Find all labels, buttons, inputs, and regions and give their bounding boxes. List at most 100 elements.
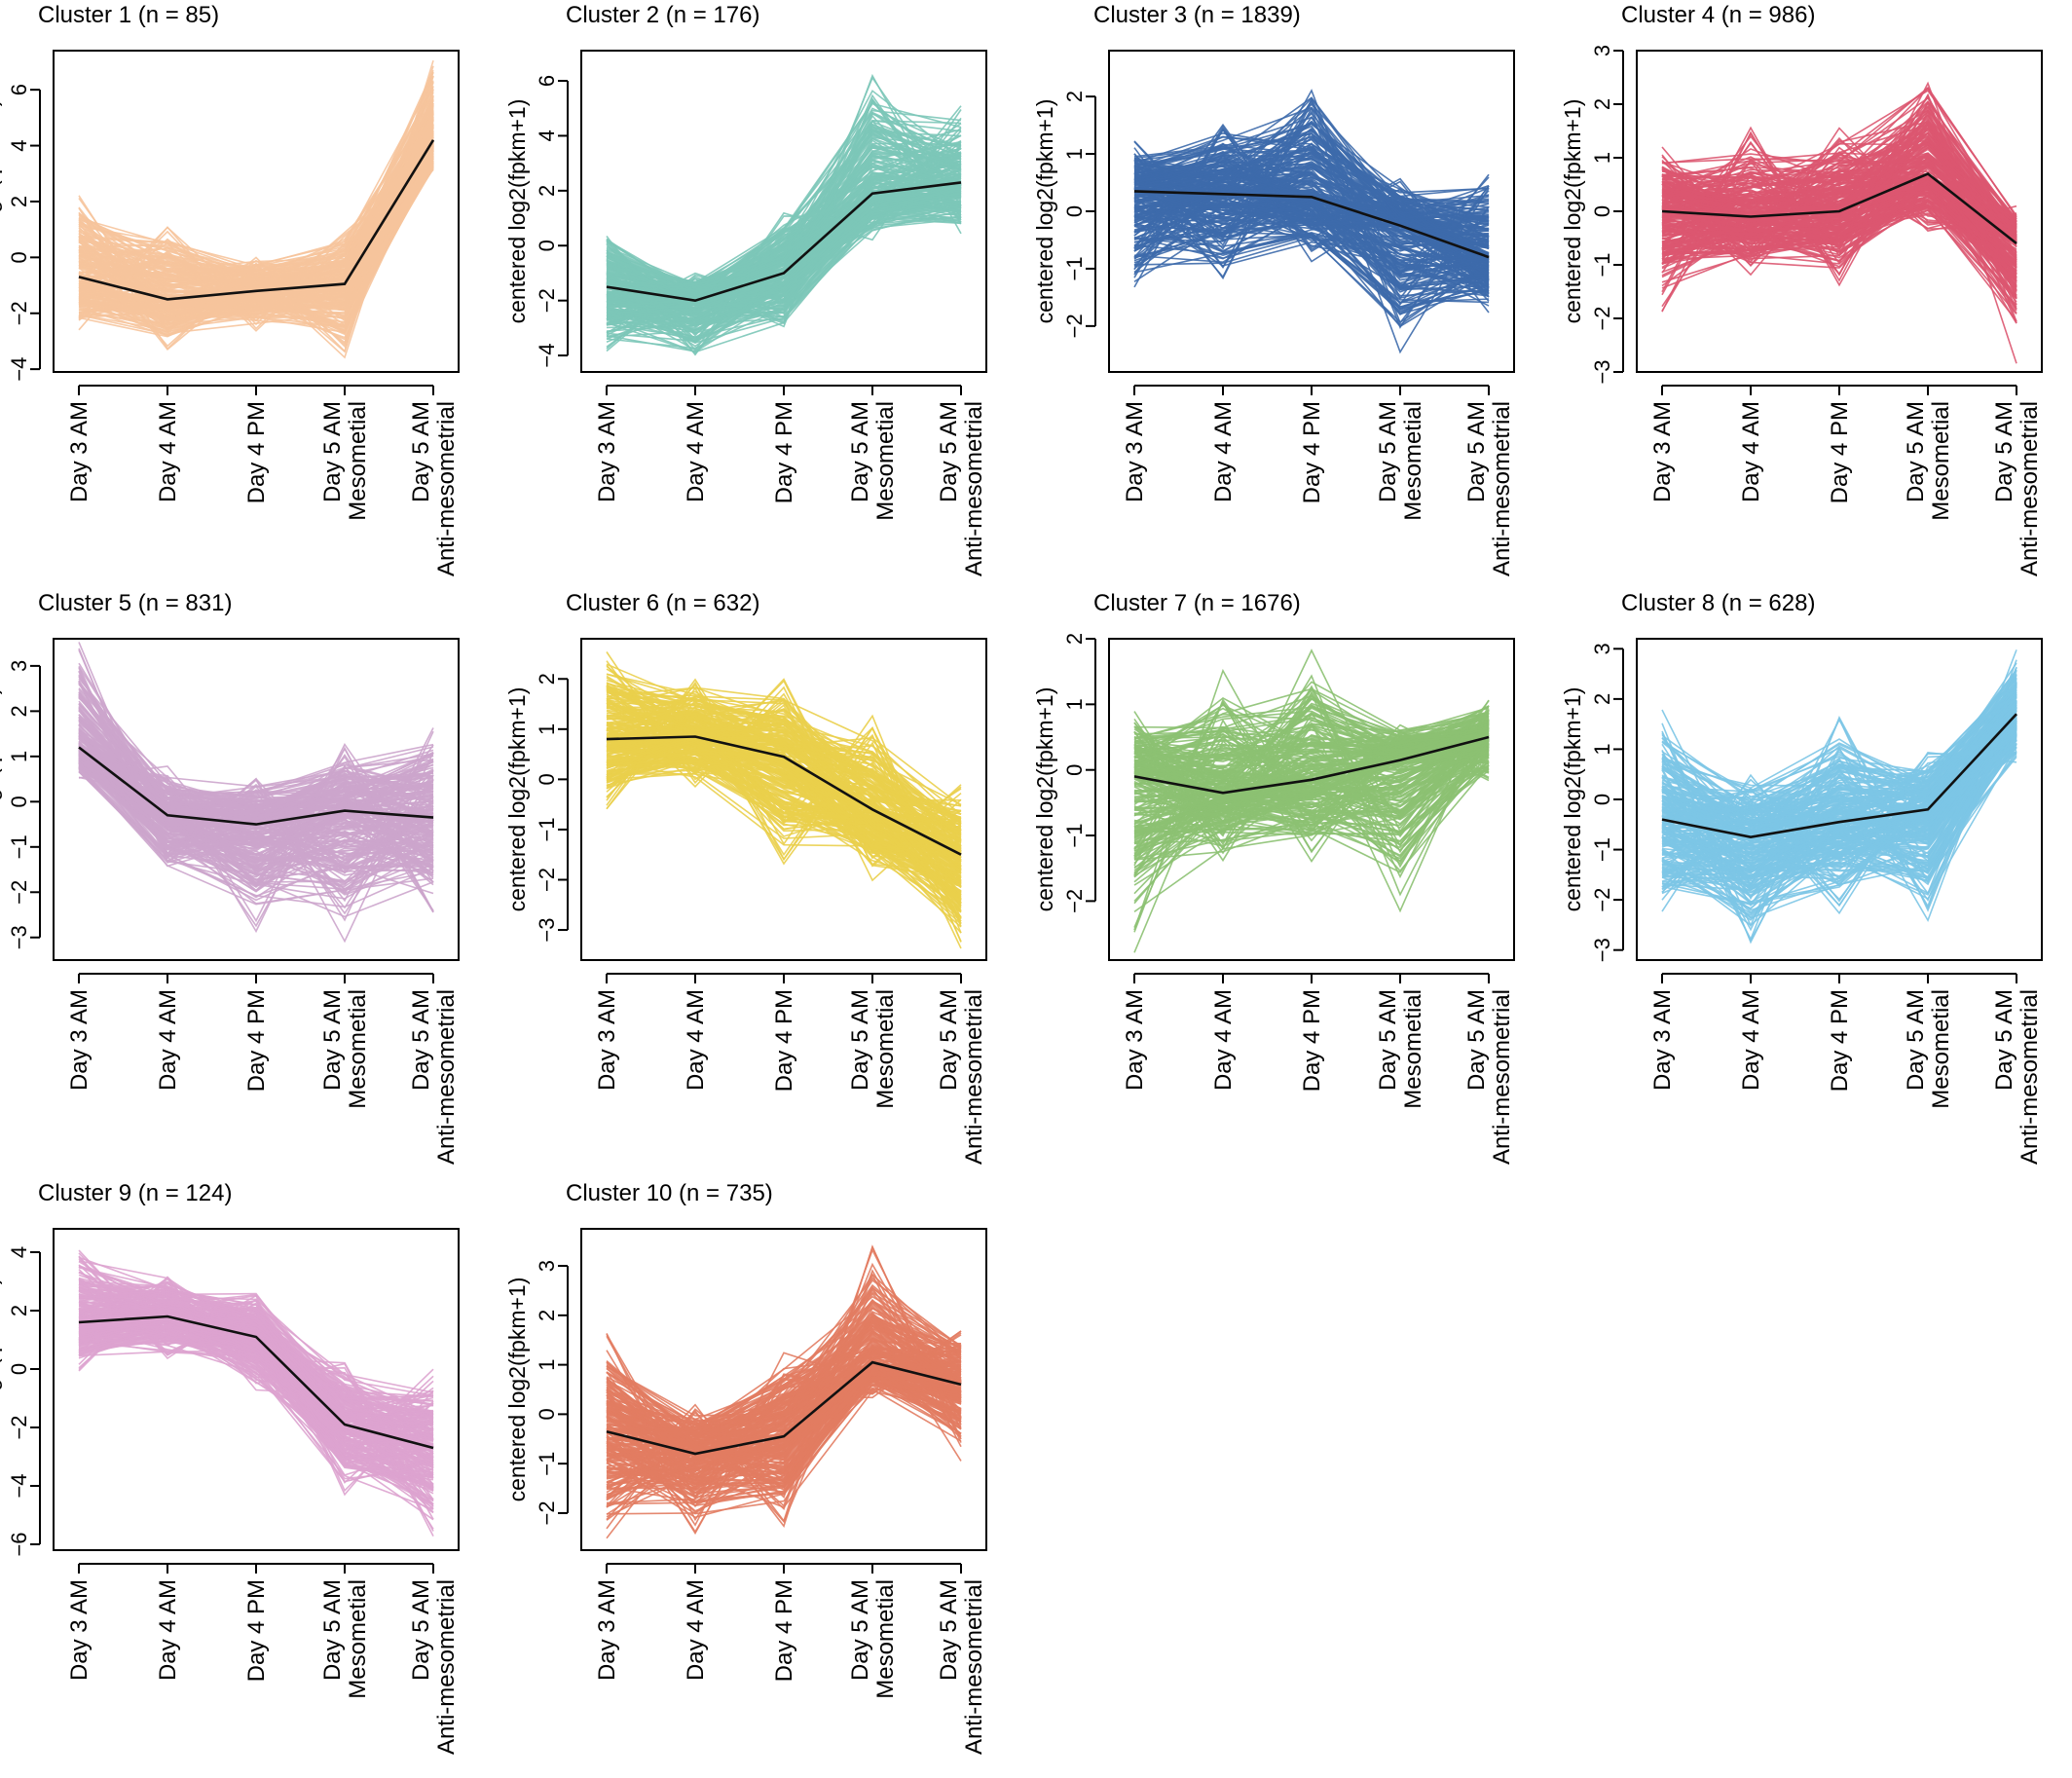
gene-profile-line bbox=[1661, 173, 2017, 229]
y-tick-label: 0 bbox=[7, 796, 31, 807]
gene-profile-line bbox=[78, 1289, 434, 1406]
gene-profile-line bbox=[606, 1365, 962, 1495]
gene-profile-line bbox=[1133, 767, 1490, 833]
gene-profile-line bbox=[1133, 103, 1490, 203]
gene-profile-line bbox=[1661, 184, 2017, 240]
gene-profile-line bbox=[1661, 720, 2017, 883]
x-tick-label: Mesometial bbox=[1928, 989, 1954, 1109]
plot-frame bbox=[1636, 50, 2043, 373]
x-tick-label: Day 5 AM bbox=[936, 1579, 962, 1681]
x-tick-label: Day 3 AM bbox=[1649, 401, 1676, 502]
y-tick-label: −2 bbox=[1062, 314, 1087, 338]
y-tick-label: 2 bbox=[1062, 91, 1087, 102]
y-tick-label: 2 bbox=[7, 705, 31, 717]
gene-profile-line bbox=[1133, 733, 1490, 783]
y-axis-title: centered log2(fpkm+1) bbox=[0, 687, 2, 912]
cluster-panel-3: Cluster 3 (n = 1839) −2 −1 0 1 2 centered log2… bbox=[1032, 2, 1515, 576]
y-tick-label: 3 bbox=[1590, 643, 1614, 654]
gene-profile-line bbox=[78, 1288, 434, 1416]
gene-profile-line bbox=[606, 208, 962, 353]
x-tick-label: Day 4 PM bbox=[1827, 401, 1853, 503]
gene-profile-line bbox=[1661, 176, 2017, 274]
y-tick-label: −2 bbox=[1590, 306, 1614, 330]
x-tick-label: Day 4 PM bbox=[771, 1579, 797, 1682]
x-tick-label: Day 4 AM bbox=[683, 989, 709, 1091]
cluster-panel-10: Cluster 10 (n = 735) −2 −1 0 1 2 3 centered log… bbox=[504, 1180, 987, 1755]
panel-title: Cluster 1 (n = 85) bbox=[38, 2, 219, 28]
plot-frame bbox=[53, 50, 460, 373]
gene-profile-line bbox=[78, 113, 434, 287]
gene-profile-line bbox=[606, 1337, 962, 1484]
gene-profile-line bbox=[1133, 224, 1490, 298]
gene-profile-line bbox=[1661, 185, 2017, 288]
gene-profile-line bbox=[78, 737, 434, 832]
y-tick-label: −3 bbox=[535, 918, 559, 943]
y-tick-label: −1 bbox=[535, 817, 559, 841]
gene-profile-lines bbox=[1133, 89, 1490, 354]
y-tick-label: −2 bbox=[7, 1415, 31, 1439]
gene-profile-line bbox=[1661, 733, 2017, 899]
y-tick-label: −3 bbox=[7, 925, 31, 949]
gene-profile-line bbox=[606, 1380, 962, 1503]
gene-profile-line bbox=[78, 166, 434, 309]
x-tick-label: Day 4 PM bbox=[243, 1579, 270, 1682]
gene-profile-line bbox=[78, 1293, 434, 1449]
y-tick-label: 0 bbox=[1062, 205, 1087, 217]
panel-title: Cluster 3 (n = 1839) bbox=[1093, 2, 1301, 28]
cluster-panel-6: Cluster 6 (n = 632) −3 −2 −1 0 1 2 centered log… bbox=[504, 590, 987, 1165]
gene-profile-line bbox=[1661, 141, 2017, 263]
x-tick-label: Mesometial bbox=[872, 989, 899, 1109]
gene-profile-lines bbox=[78, 642, 434, 944]
y-axis-title: centered log2(fpkm+1) bbox=[1560, 687, 1585, 912]
y-tick-label: −2 bbox=[535, 868, 559, 892]
gene-profile-line bbox=[1133, 717, 1490, 759]
y-tick-label: 4 bbox=[535, 130, 559, 141]
gene-profile-line bbox=[1661, 109, 2017, 223]
x-tick-label: Day 5 AM bbox=[1375, 989, 1401, 1091]
gene-profile-line bbox=[606, 1320, 962, 1441]
gene-profile-line bbox=[1133, 741, 1490, 822]
gene-profile-line bbox=[606, 200, 962, 326]
gene-profile-lines bbox=[78, 59, 434, 359]
plot-frame bbox=[580, 1228, 987, 1551]
x-tick-label: Day 5 AM bbox=[319, 1579, 346, 1681]
y-tick-label: 2 bbox=[7, 1305, 31, 1316]
y-axis-title: centered log2(fpkm+1) bbox=[0, 99, 2, 324]
gene-profile-line bbox=[78, 747, 434, 868]
plot-frame bbox=[580, 638, 987, 961]
gene-profile-line bbox=[1661, 712, 2017, 836]
x-tick-label: Day 3 AM bbox=[66, 401, 92, 502]
gene-profile-line bbox=[78, 705, 434, 820]
y-tick-label: 2 bbox=[535, 1310, 559, 1321]
x-tick-label: Day 3 AM bbox=[1122, 989, 1148, 1091]
panel-title: Cluster 8 (n = 628) bbox=[1621, 590, 1815, 616]
gene-profile-line bbox=[78, 723, 434, 814]
x-tick-label: Day 4 PM bbox=[243, 401, 270, 503]
x-tick-label: Day 5 AM bbox=[1903, 989, 1929, 1091]
cluster-mean-line bbox=[606, 735, 962, 856]
x-tick-label: Anti-mesometrial bbox=[2016, 989, 2043, 1165]
x-tick-label: Day 3 AM bbox=[1122, 401, 1148, 502]
x-tick-label: Day 3 AM bbox=[66, 1579, 92, 1681]
y-tick-label: 1 bbox=[1590, 743, 1614, 755]
y-tick-label: 3 bbox=[7, 660, 31, 672]
gene-profile-line bbox=[1133, 186, 1490, 249]
plot-frame bbox=[1108, 50, 1515, 373]
gene-profile-line bbox=[78, 702, 434, 823]
gene-profile-line bbox=[606, 748, 962, 885]
y-tick-label: −3 bbox=[1590, 359, 1614, 384]
gene-profile-line bbox=[1661, 682, 2017, 835]
y-tick-label: 0 bbox=[1590, 205, 1614, 217]
gene-profile-line bbox=[1133, 725, 1490, 787]
gene-profile-line bbox=[1133, 201, 1490, 295]
cluster-panel-7: Cluster 7 (n = 1676) −2 −1 0 1 2 centered log2… bbox=[1032, 590, 1515, 1165]
gene-profile-line bbox=[1661, 131, 2017, 242]
gene-profile-lines bbox=[606, 73, 962, 356]
gene-profile-line bbox=[1133, 732, 1490, 836]
y-tick-label: −1 bbox=[535, 1452, 559, 1476]
gene-profile-line bbox=[1661, 722, 2017, 839]
gene-profile-lines bbox=[1661, 649, 2017, 945]
gene-profile-line bbox=[1133, 163, 1490, 263]
x-tick-label: Day 5 AM bbox=[1903, 401, 1929, 502]
